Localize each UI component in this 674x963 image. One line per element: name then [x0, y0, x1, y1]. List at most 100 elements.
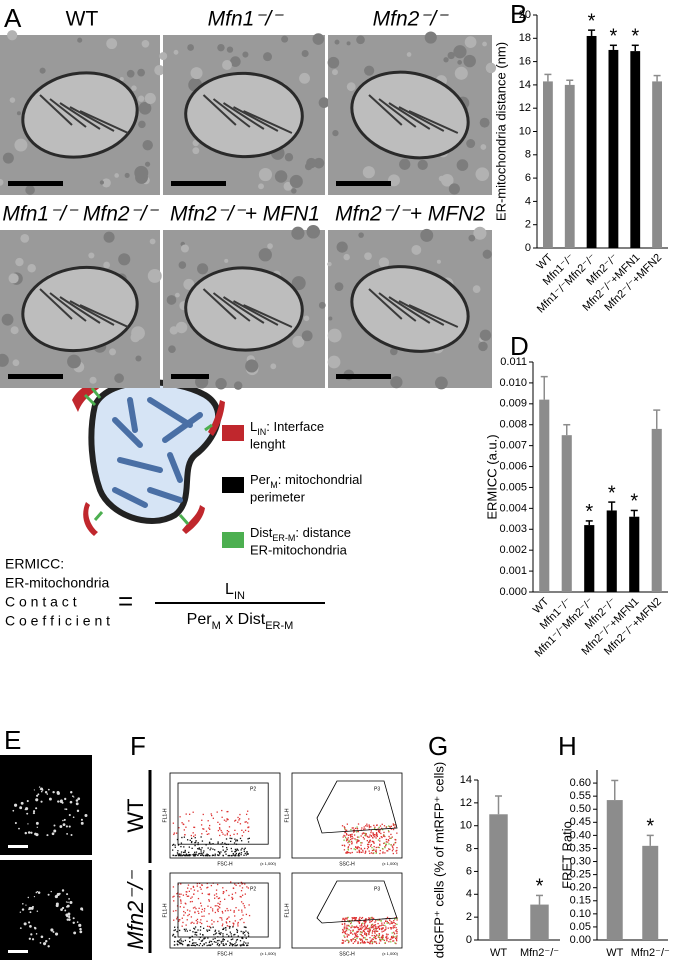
signal-dot [62, 819, 64, 822]
event [369, 928, 371, 930]
event [366, 938, 368, 941]
significance: * [588, 10, 596, 32]
event [372, 938, 374, 941]
event [222, 940, 224, 943]
signal-dot [65, 825, 68, 828]
event [196, 885, 198, 887]
event [362, 851, 364, 853]
event [179, 939, 181, 941]
event [246, 851, 248, 853]
event [242, 932, 244, 935]
event [179, 816, 181, 818]
event [382, 835, 385, 837]
signal-dot [53, 829, 57, 833]
event [216, 940, 219, 942]
event [373, 934, 375, 937]
event [193, 854, 196, 857]
event [247, 933, 250, 935]
event [213, 894, 216, 896]
event [173, 832, 176, 834]
event [196, 944, 199, 946]
texture [362, 166, 375, 179]
signal-dot [64, 909, 67, 912]
texture [39, 67, 46, 74]
event [219, 933, 221, 936]
event [237, 854, 240, 857]
event [195, 840, 197, 842]
event [190, 897, 192, 899]
crista [222, 296, 265, 324]
event [241, 911, 243, 913]
text-part: IN [257, 427, 266, 437]
event [368, 933, 370, 935]
signal-dot [36, 794, 39, 797]
bar [629, 516, 640, 592]
event [183, 906, 185, 908]
texture [2, 152, 14, 164]
event [369, 852, 371, 855]
event [343, 826, 345, 828]
signal-dot [68, 918, 71, 921]
signal-dot [69, 900, 73, 905]
event [378, 934, 380, 937]
event [352, 829, 355, 831]
event [231, 944, 234, 947]
event [372, 832, 374, 834]
event [369, 930, 371, 932]
event [377, 936, 380, 938]
event [182, 940, 184, 943]
y-tick-label: 0.15 [570, 895, 591, 907]
x-tick-label: Mfn2⁻/⁻ [520, 947, 559, 959]
crista [398, 300, 445, 326]
event [396, 935, 398, 937]
event [388, 941, 390, 943]
event [387, 937, 389, 939]
event [396, 919, 398, 921]
event [198, 848, 200, 850]
event [187, 887, 189, 889]
signal-dot [27, 823, 29, 825]
event [364, 852, 366, 854]
event [211, 943, 214, 945]
event [346, 936, 349, 938]
row-label: Mfn2⁻/⁻ [123, 869, 148, 950]
event [386, 938, 388, 940]
event [347, 847, 349, 849]
flow-y-label: FL1-H [162, 808, 168, 822]
equals: = [118, 586, 133, 616]
event [379, 843, 381, 845]
event [244, 934, 246, 936]
event [182, 944, 184, 946]
event [201, 833, 203, 835]
event [248, 837, 250, 839]
event [194, 906, 196, 908]
event [209, 854, 211, 857]
event [181, 836, 183, 839]
event [345, 832, 348, 835]
texture [131, 326, 145, 341]
event [391, 927, 393, 929]
event [217, 897, 220, 900]
texture [454, 66, 468, 80]
crista [202, 288, 237, 320]
flow-x-unit: (x 1,000) [382, 861, 398, 866]
crista [233, 300, 279, 326]
event [172, 933, 175, 936]
event [344, 940, 346, 942]
texture [304, 162, 313, 171]
event [223, 891, 225, 893]
crista [39, 94, 73, 126]
event [210, 940, 213, 943]
event [394, 826, 396, 828]
event [376, 824, 378, 826]
event [194, 926, 197, 928]
event [372, 852, 374, 855]
event [344, 920, 346, 922]
event [395, 926, 397, 929]
event [195, 934, 198, 936]
event [236, 839, 238, 841]
event [350, 834, 352, 836]
event [241, 909, 243, 911]
event [180, 902, 182, 904]
event [374, 828, 376, 830]
